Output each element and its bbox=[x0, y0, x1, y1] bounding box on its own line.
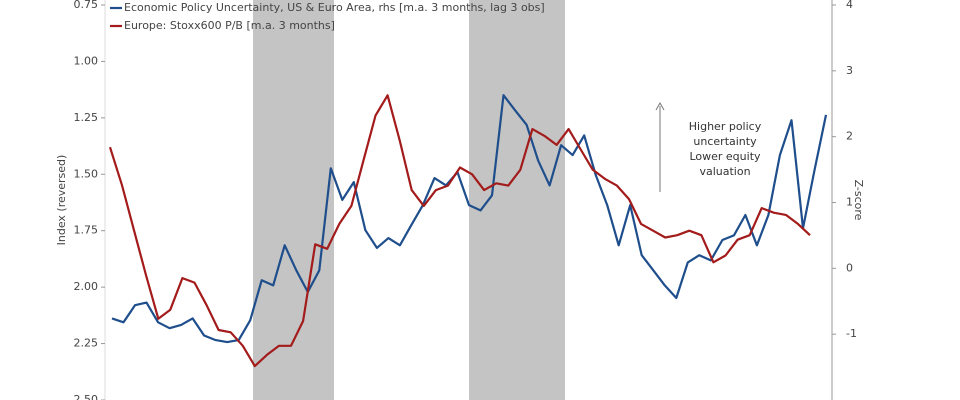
y2-tick-label: 1 bbox=[846, 196, 853, 209]
series-line bbox=[108, 94, 811, 368]
y-tick-label: 1.75 bbox=[74, 224, 99, 237]
y-tick-label: 2.50 bbox=[74, 393, 99, 400]
y2-tick-label: 2 bbox=[846, 130, 853, 143]
y-tick-label: 1.00 bbox=[74, 54, 99, 67]
y-tick-label: 0.75 bbox=[74, 0, 99, 11]
shaded-period bbox=[253, 0, 334, 400]
y-tick-label: 2.25 bbox=[74, 337, 99, 350]
y-axis-label: Index (reversed) bbox=[55, 155, 68, 246]
y-tick-label: 2.00 bbox=[74, 280, 99, 293]
annotation: uncertainty bbox=[693, 135, 757, 148]
legend-label: Economic Policy Uncertainty, US & Euro A… bbox=[124, 1, 545, 14]
legend-label: Europe: Stoxx600 P/B [m.a. 3 months] bbox=[124, 19, 335, 32]
annotation: valuation bbox=[699, 165, 750, 178]
y-tick-label: 1.25 bbox=[74, 111, 99, 124]
y2-tick-label: -1 bbox=[846, 327, 857, 340]
shaded-period bbox=[469, 0, 565, 400]
y2-axis-label: Z-score bbox=[852, 180, 865, 221]
annotation: Higher policy bbox=[689, 120, 762, 133]
y2-tick-label: 4 bbox=[846, 0, 853, 11]
annotation-arrowhead bbox=[655, 101, 665, 111]
y-tick-label: 1.50 bbox=[74, 167, 99, 180]
series-line bbox=[111, 94, 828, 344]
y2-tick-label: 0 bbox=[846, 261, 853, 274]
annotation: Lower equity bbox=[689, 150, 761, 163]
y2-tick-label: 3 bbox=[846, 64, 853, 77]
